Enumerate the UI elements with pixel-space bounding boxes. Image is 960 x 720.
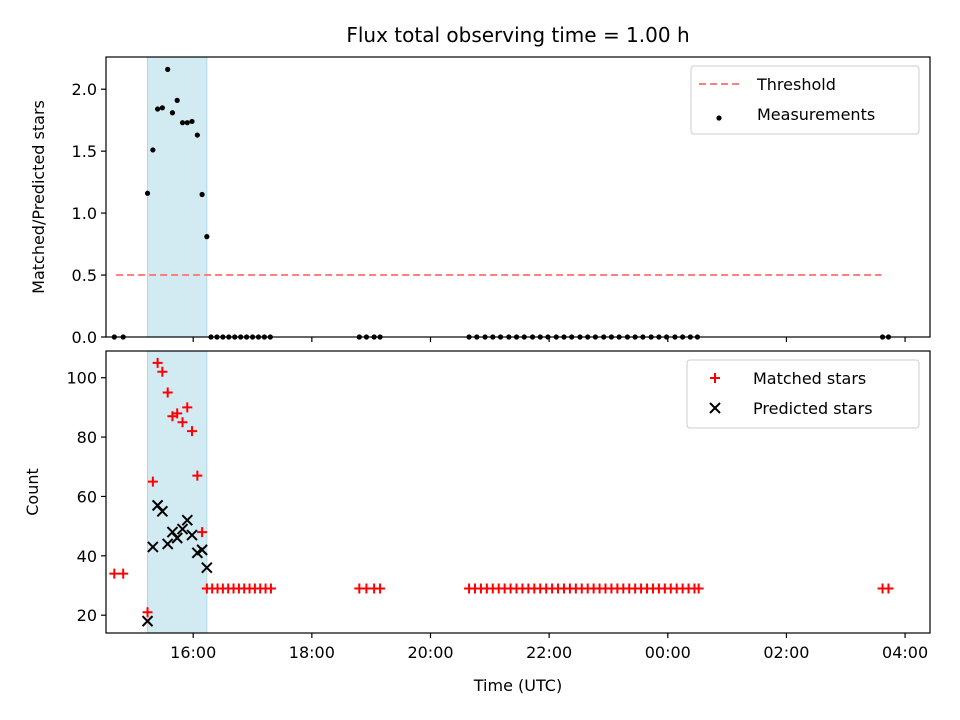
matched-point bbox=[883, 583, 894, 594]
predicted-point bbox=[141, 615, 154, 627]
measurement-point bbox=[169, 110, 176, 116]
measurement-point bbox=[179, 120, 186, 126]
y-tick-label: 80 bbox=[77, 428, 97, 447]
y-tick-label: 1.5 bbox=[72, 142, 97, 161]
highlight-span bbox=[147, 56, 208, 338]
matched-point bbox=[147, 476, 158, 487]
y-tick-label: 100 bbox=[66, 369, 97, 388]
matched-point bbox=[187, 426, 198, 437]
y-tick-label: 0.0 bbox=[72, 328, 97, 347]
ratio-panel: 0.0 0.5 1.0 1.5 2.0 Matched/Predicted stars Th… bbox=[29, 56, 931, 347]
matched-point bbox=[109, 568, 120, 579]
legend-label: Predicted stars bbox=[753, 399, 873, 418]
x-tick-label: 22:00 bbox=[526, 643, 572, 662]
legend-measurement-swatch bbox=[716, 115, 722, 121]
matched-point bbox=[118, 568, 129, 579]
legend-label: Measurements bbox=[757, 105, 875, 124]
y-tick-label: 20 bbox=[77, 606, 97, 625]
measurement-point bbox=[199, 191, 205, 198]
measurement-point bbox=[184, 120, 190, 126]
matched-point bbox=[182, 402, 193, 413]
axes-frame bbox=[105, 56, 931, 338]
x-tick-label: 04:00 bbox=[882, 643, 928, 662]
matched-point bbox=[265, 583, 276, 594]
measurement-point bbox=[150, 147, 156, 153]
matched-point bbox=[142, 607, 153, 618]
measurement-point bbox=[159, 105, 165, 111]
legend: Threshold Measurements bbox=[690, 65, 920, 135]
y-tick-label: 40 bbox=[77, 547, 97, 566]
highlight-span bbox=[147, 350, 208, 634]
predicted-point bbox=[186, 529, 198, 541]
matched-point bbox=[197, 527, 208, 538]
measurement-point bbox=[165, 66, 171, 72]
x-tick-label: 16:00 bbox=[170, 643, 216, 662]
predicted-point bbox=[176, 523, 189, 535]
measurement-point bbox=[174, 97, 180, 103]
measurement-point bbox=[155, 106, 161, 112]
predicted-point bbox=[171, 532, 183, 544]
count-panel: 20 40 60 80 100 16:00 18:00 20:00 22:00 00:00 02:0… bbox=[23, 350, 931, 695]
series-predicted-stars bbox=[141, 499, 213, 627]
x-tick-label: 20:00 bbox=[407, 643, 453, 662]
matched-point bbox=[177, 417, 188, 428]
legend-label: Threshold bbox=[756, 75, 836, 94]
y-tick-label: 1.0 bbox=[72, 204, 97, 223]
y-axis-label: Matched/Predicted stars bbox=[29, 100, 48, 294]
axes-frame bbox=[105, 350, 931, 634]
matched-point bbox=[375, 583, 386, 594]
legend-label: Matched stars bbox=[753, 369, 866, 388]
series-matched-stars bbox=[109, 357, 894, 618]
predicted-point bbox=[161, 538, 174, 550]
x-tick-label: 18:00 bbox=[289, 643, 335, 662]
matched-point bbox=[152, 357, 163, 368]
measurement-point bbox=[144, 190, 151, 196]
matched-point bbox=[693, 583, 704, 594]
legend: Matched stars Predicted stars bbox=[686, 359, 920, 429]
predicted-point bbox=[201, 561, 213, 574]
x-tick-label: 02:00 bbox=[763, 643, 809, 662]
legend-matched-swatch bbox=[710, 373, 720, 383]
legend-predicted-swatch bbox=[709, 402, 721, 414]
measurement-point bbox=[189, 118, 195, 125]
predicted-point bbox=[156, 505, 169, 518]
matched-point bbox=[192, 470, 203, 481]
measurement-point bbox=[204, 234, 210, 240]
predicted-point bbox=[181, 514, 193, 526]
predicted-point bbox=[196, 544, 208, 556]
y-tick-label: 0.5 bbox=[72, 266, 97, 285]
legend-box bbox=[686, 359, 920, 429]
matched-point bbox=[157, 366, 168, 377]
measurement-point bbox=[194, 132, 200, 138]
x-axis-label: Time (UTC) bbox=[473, 676, 562, 695]
predicted-point bbox=[147, 541, 159, 553]
matched-point bbox=[162, 387, 173, 398]
y-tick-label: 60 bbox=[77, 487, 97, 506]
y-tick-label: 2.0 bbox=[72, 80, 97, 99]
y-axis-label: Count bbox=[23, 468, 42, 516]
matched-point bbox=[172, 408, 183, 419]
x-tick-label: 00:00 bbox=[645, 643, 691, 662]
legend-box bbox=[690, 65, 920, 135]
chart-title: Flux total observing time = 1.00 h bbox=[346, 23, 689, 47]
